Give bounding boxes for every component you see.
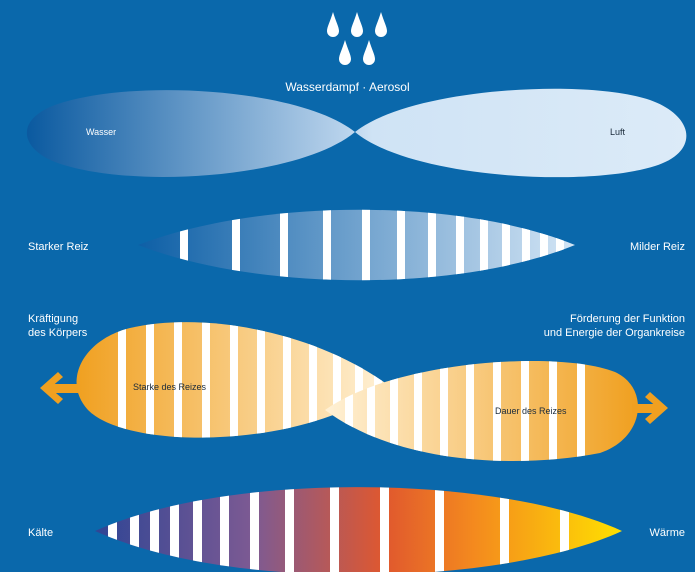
temperature-stripe [193,487,202,572]
temperature-stripe [150,487,159,572]
stimulus-stripe [397,209,405,281]
strength-stripe [202,322,210,438]
strength-stripe [230,322,238,438]
stimulus-strength-label: Starke des Reizes [133,382,207,392]
water-drops [327,12,387,65]
water-drop-icon [339,40,351,65]
duration-stripe [466,360,474,462]
temperature-stripe [500,487,509,572]
duration-stripe [549,360,557,462]
stimulus-stripe [280,209,288,281]
stimulus-stripe [362,209,370,281]
stimulus-stripe [502,209,510,281]
temperature-stripe [380,487,389,572]
temperature-stripe [170,487,179,572]
water-drop-icon [363,40,375,65]
stimulus-stripe [456,209,464,281]
temperature-stripe [250,487,259,572]
duration-stripe [577,360,585,462]
strength-stripe [309,322,317,438]
strengthening-label-line1: Kräftigung [28,313,79,325]
stimulus-stripe [556,209,564,281]
water-drop-icon [375,12,387,37]
strength-stripe [283,322,291,438]
aerosol-title: Wasserdampf · Aerosol [285,80,410,94]
stimulus-duration-label: Dauer des Reizes [495,406,567,416]
stimulus-stripe [480,209,488,281]
strength-stripe [146,322,154,438]
stimulus-stripe [180,209,188,281]
duration-shape [325,360,638,462]
strong-stimulus-label: Starker Reiz [28,241,89,253]
temperature-stripe [220,487,229,572]
stimulus-stripe [232,209,240,281]
stimulus-stripe [522,209,530,281]
temperature-stripe [330,487,339,572]
duration-stripe [414,360,422,462]
strength-stripe [333,322,341,438]
warm-label: Wärme [649,527,685,539]
temperature-stripe [130,487,139,572]
cold-label: Kälte [28,527,54,539]
strength-shape [76,322,388,438]
water-label: Wasser [86,127,117,137]
duration-stripe [440,360,448,462]
temperature-stripe [435,487,444,572]
promotion-label-line1: Förderung der Funktion [570,313,685,325]
stimulus-stripe [323,209,331,281]
duration-stripe [367,360,375,462]
air-label: Luft [610,127,626,137]
left-arrow-icon [40,372,78,404]
right-arrow-icon [632,392,668,424]
stimulus-stripe [428,209,436,281]
strength-stripe [257,322,265,438]
water-air-shape [26,88,687,178]
strength-stripe [118,322,126,438]
duration-stripe [493,360,501,462]
temperature-shape [95,487,622,572]
mild-stimulus-label: Milder Reiz [629,241,685,253]
duration-stripe [345,360,353,462]
promotion-label-line2: und Energie der Organkreise [543,327,685,339]
stimulus-shape [138,209,575,281]
water-drop-icon [327,12,339,37]
stimulus-stripe [540,209,548,281]
strength-stripe [355,322,363,438]
strength-stripe [374,322,382,438]
temperature-stripe [560,487,569,572]
duration-stripe [521,360,529,462]
strengthening-label-line2: des Körpers [28,327,88,339]
strength-stripe [174,322,182,438]
temperature-stripe [285,487,294,572]
water-drop-icon [351,12,363,37]
temperature-stripe [108,487,117,572]
duration-stripe [390,360,398,462]
